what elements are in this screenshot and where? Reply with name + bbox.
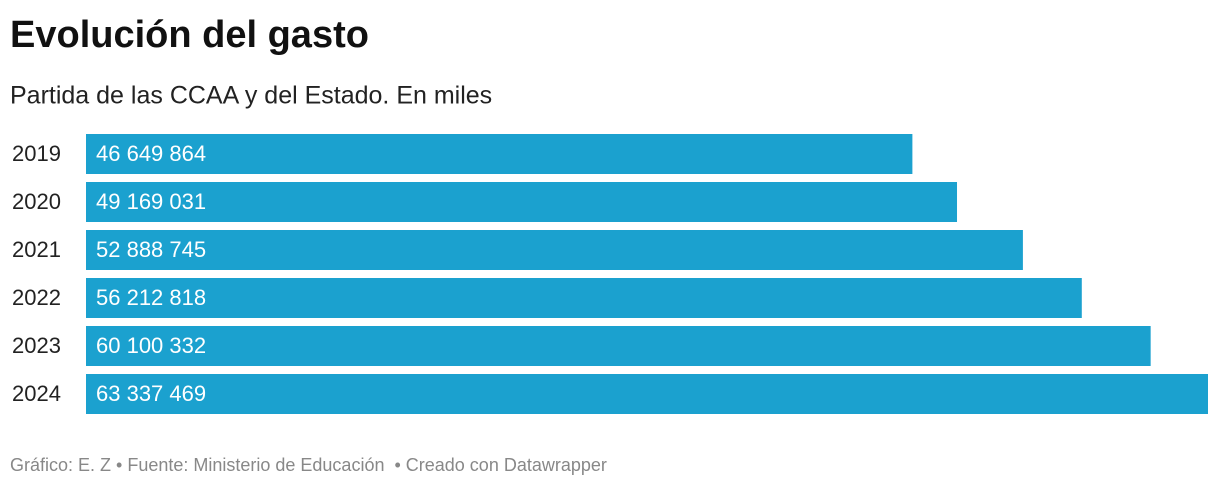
bar: [86, 374, 1208, 414]
value-label: 60 100 332: [96, 333, 206, 358]
chart-subtitle: Partida de las CCAA y del Estado. En mil…: [10, 82, 492, 110]
bar: [86, 278, 1082, 318]
value-label: 63 337 469: [96, 381, 206, 406]
bar: [86, 182, 958, 222]
y-tick-label: 2019: [12, 141, 61, 166]
y-tick-label: 2021: [12, 237, 61, 262]
value-label: 46 649 864: [96, 141, 206, 166]
footer: Gráfico: E. Z • Fuente: Ministerio de Ed…: [10, 455, 607, 475]
chart-title: Evolución del gasto: [10, 14, 369, 56]
bar: [86, 326, 1151, 366]
y-tick-label: 2022: [12, 285, 61, 310]
y-tick-label: 2020: [12, 189, 61, 214]
y-tick-label: 2024: [12, 381, 61, 406]
value-label: 56 212 818: [96, 285, 206, 310]
bar: [86, 230, 1023, 270]
y-tick-label: 2023: [12, 333, 61, 358]
value-label: 52 888 745: [96, 237, 206, 262]
value-label: 49 169 031: [96, 189, 206, 214]
bar: [86, 134, 913, 174]
